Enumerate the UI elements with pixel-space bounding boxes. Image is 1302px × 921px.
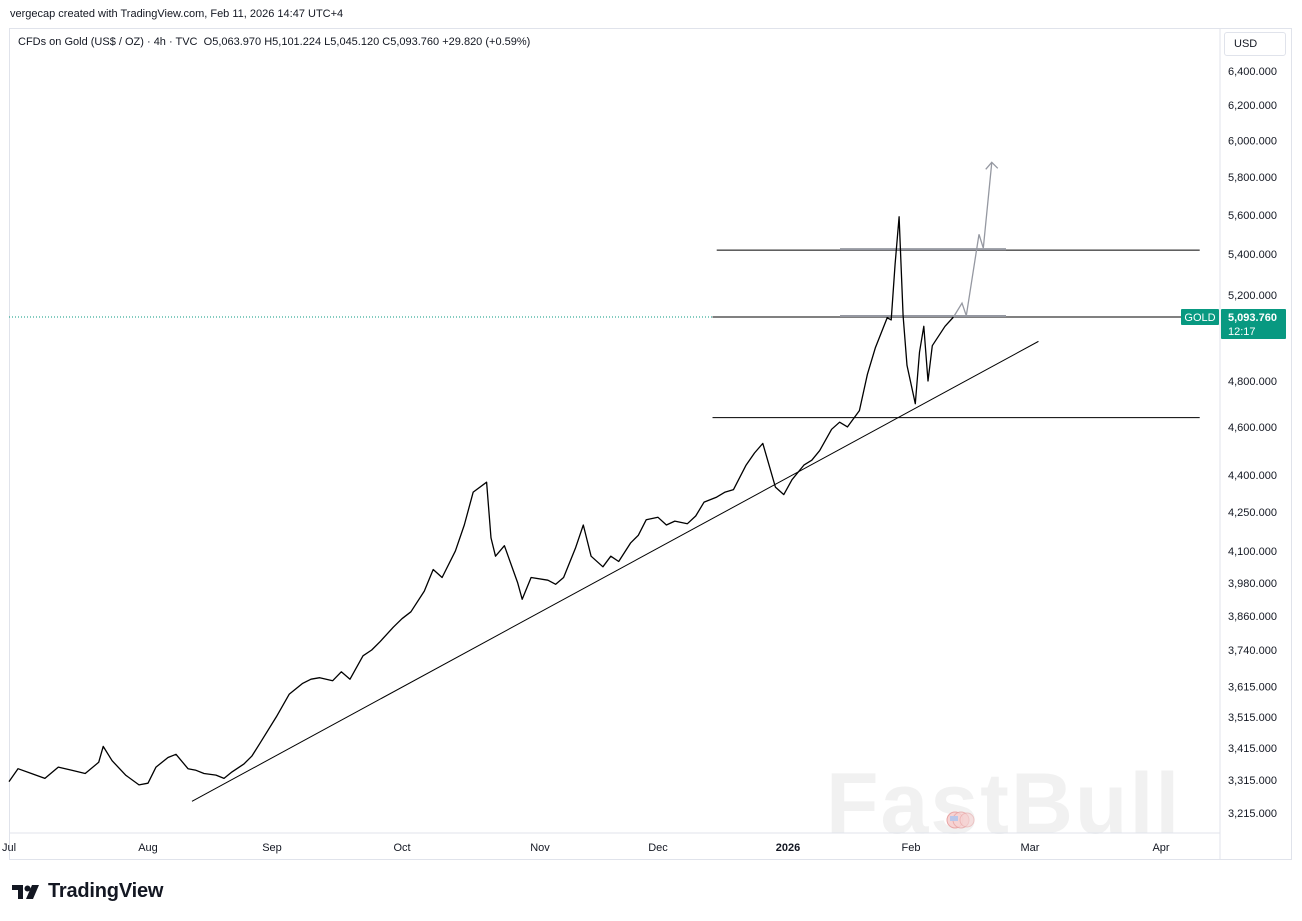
price-badge — [1221, 309, 1286, 340]
price-series-line — [8, 216, 954, 786]
tradingview-brand: TradingView — [48, 880, 164, 902]
y-tick-label: 4,400.000 — [1228, 470, 1277, 482]
y-tick-label: 6,000.000 — [1228, 136, 1277, 148]
x-tick-label: Apr — [1152, 842, 1169, 854]
x-tick-label: Aug — [138, 842, 158, 854]
x-tick-label: Oct — [393, 842, 410, 854]
y-tick-label: 3,315.000 — [1228, 775, 1277, 787]
y-tick-label: 6,400.000 — [1228, 66, 1277, 78]
y-tick-label: 5,800.000 — [1228, 172, 1277, 184]
y-tick-label: 3,215.000 — [1228, 808, 1277, 820]
price-badge-countdown: 12:17 — [1228, 326, 1256, 338]
price-badge-value: 5,093.760 — [1228, 312, 1277, 324]
y-tick-label: 5,400.000 — [1228, 249, 1277, 261]
x-tick-label: Sep — [262, 842, 282, 854]
y-tick-label: 5,200.000 — [1228, 290, 1277, 302]
x-tick-label: Mar — [1021, 842, 1040, 854]
ticker-badge-label: GOLD — [1184, 312, 1215, 324]
ohlc-high: H5,101.224 — [264, 36, 322, 48]
y-tick-label: 3,980.000 — [1228, 578, 1277, 590]
y-tick-label: 4,600.000 — [1228, 422, 1277, 434]
x-tick-label: Nov — [530, 842, 550, 854]
x-tick-label: Dec — [648, 842, 668, 854]
projection-arrowhead — [985, 161, 999, 170]
tradingview-footer[interactable]: TradingView — [12, 880, 163, 903]
y-tick-label: 4,100.000 — [1228, 546, 1277, 558]
chart-frame — [9, 28, 1292, 860]
price-change: +29.820 (+0.59%) — [442, 36, 531, 48]
ohlc-close: C5,093.760 — [382, 36, 440, 48]
chart-credit: vergecap created with TradingView.com, F… — [10, 8, 344, 20]
projection-path — [952, 162, 993, 318]
y-tick-label: 3,860.000 — [1228, 611, 1277, 623]
x-tick-label: Feb — [902, 842, 921, 854]
y-tick-label: 6,200.000 — [1228, 100, 1277, 112]
y-tick-label: 4,250.000 — [1228, 507, 1277, 519]
symbol-header: CFDs on Gold (US$ / OZ) · 4h · TVC O5,06… — [18, 36, 530, 48]
ticker-badge — [1181, 309, 1219, 326]
trendline — [191, 340, 1039, 802]
x-tick-label: 2026 — [776, 842, 800, 854]
y-tick-label: 3,515.000 — [1228, 712, 1277, 724]
currency-button[interactable]: USD — [1224, 32, 1286, 56]
y-tick-label: 3,415.000 — [1228, 743, 1277, 755]
y-tick-label: 5,600.000 — [1228, 210, 1277, 222]
y-tick-label: 4,800.000 — [1228, 376, 1277, 388]
y-tick-label: 3,615.000 — [1228, 682, 1277, 694]
flag-icon — [945, 810, 975, 830]
x-tick-label: Jul — [2, 842, 16, 854]
y-tick-label: 3,740.000 — [1228, 645, 1277, 657]
tradingview-logo-icon — [12, 883, 42, 901]
watermark: FastBull — [826, 756, 1182, 852]
ohlc-low: L5,045.120 — [324, 36, 380, 48]
symbol-name: CFDs on Gold (US$ / OZ) · 4h · TVC — [18, 36, 198, 48]
ohlc-open: O5,063.970 — [203, 36, 262, 48]
